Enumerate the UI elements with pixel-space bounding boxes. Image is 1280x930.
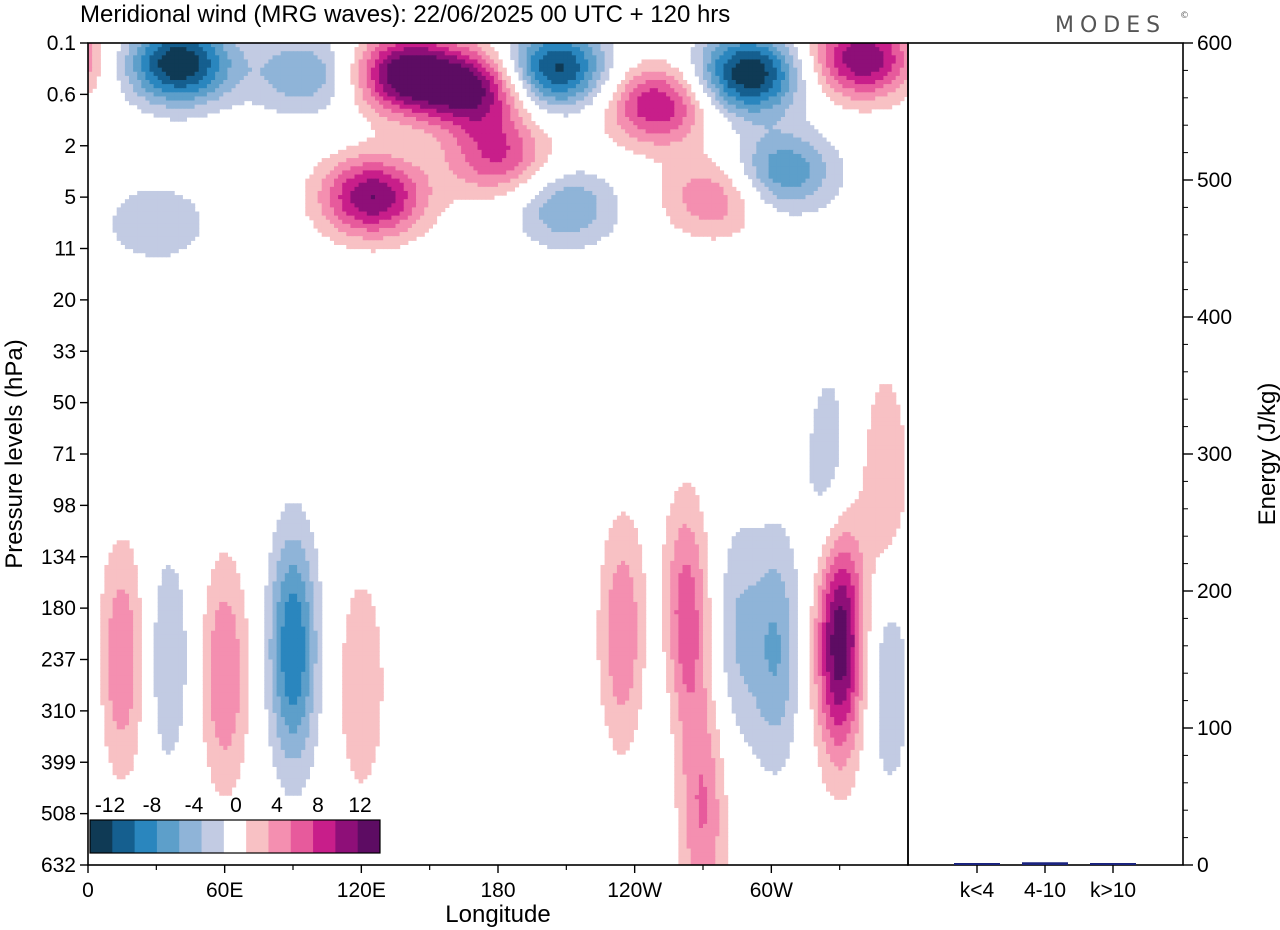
energy-tick-label: 200 [1197,580,1232,603]
energy-tick-label: 500 [1197,169,1232,192]
energy-tick-label: 0 [1197,854,1209,877]
x-tick-label: 60E [206,879,243,902]
y-tick-label: 134 [41,546,76,569]
y-axis-title: Pressure levels (hPa) [1,339,28,568]
colorbar-swatch [335,820,359,853]
colorbar-swatch [134,820,158,853]
y-tick-label: 399 [41,751,76,774]
energy-bar [1022,862,1068,865]
energy-category-label: k>10 [1090,879,1136,902]
y-tick-label: 237 [41,649,76,672]
colorbar-label: -4 [185,794,204,817]
colorbar-label: -8 [143,794,162,817]
colorbar-swatch [290,820,314,853]
energy-category-label: k<4 [960,879,995,902]
energy-tick-label: 100 [1197,717,1232,740]
logo-mark: © [1180,11,1189,21]
x-axis-title: Longitude [445,901,550,928]
x-tick-label: 0 [82,879,94,902]
y-tick-label: 2 [64,135,76,158]
colorbar-swatch [156,820,180,853]
y-tick-label: 71 [53,443,76,466]
x-tick-label: 120E [337,879,386,902]
y-tick-label: 0.6 [47,83,76,106]
y-tick-label: 11 [54,238,76,261]
x-tick-label: 120W [607,879,662,902]
x-tick-label: 60W [750,879,793,902]
colorbar-swatch [112,820,136,853]
energy-category-label: 4-10 [1024,879,1066,902]
energy-axis-title: Energy (J/kg) [1254,383,1280,526]
x-tick-label: 180 [480,879,515,902]
colorbar-swatch [223,820,247,853]
colorbar-swatch [313,820,336,853]
colorbar-label: 8 [312,794,324,817]
y-tick-label: 180 [41,597,76,620]
colorbar-legend: -12 -8 -4 0 4 8 12 [89,794,381,854]
energy-tick-label: 300 [1197,443,1232,466]
y-tick-label: 5 [64,186,76,209]
energy-bar-chart: 0 100 200 300 400 500 600 k<4 4-10 k>10 [907,32,1232,902]
colorbar-label: 0 [230,794,242,817]
chart-title: Meridional wind (MRG waves): 22/06/2025 … [80,1,730,28]
energy-tick-label: 600 [1197,32,1232,55]
y-tick-label: 310 [41,700,76,723]
y-tick-label: 33 [53,340,76,363]
y-tick-label: 20 [53,289,76,312]
energy-bar [1090,863,1136,865]
y-tick-label: 98 [53,494,76,517]
colorbar-swatch [201,820,225,853]
colorbar-label: -12 [95,794,125,817]
energy-tick-label: 400 [1197,306,1232,329]
colorbar-label: 12 [348,794,371,817]
colorbar-swatch [179,820,203,853]
y-tick-label: 0.1 [47,32,76,55]
colorbar-label: 4 [271,794,283,817]
colorbar-swatch [268,820,292,853]
colorbar-swatch [357,820,381,853]
modes-logo: MODES [1055,13,1166,38]
y-tick-label: 508 [41,803,76,826]
colorbar-swatch [90,820,113,853]
energy-plot-frame [907,42,1184,866]
energy-bar [954,863,1000,865]
y-tick-label: 632 [41,854,76,877]
y-tick-label: 50 [53,392,76,415]
hovmoller-plot [88,43,908,865]
colorbar-swatch [246,820,269,853]
